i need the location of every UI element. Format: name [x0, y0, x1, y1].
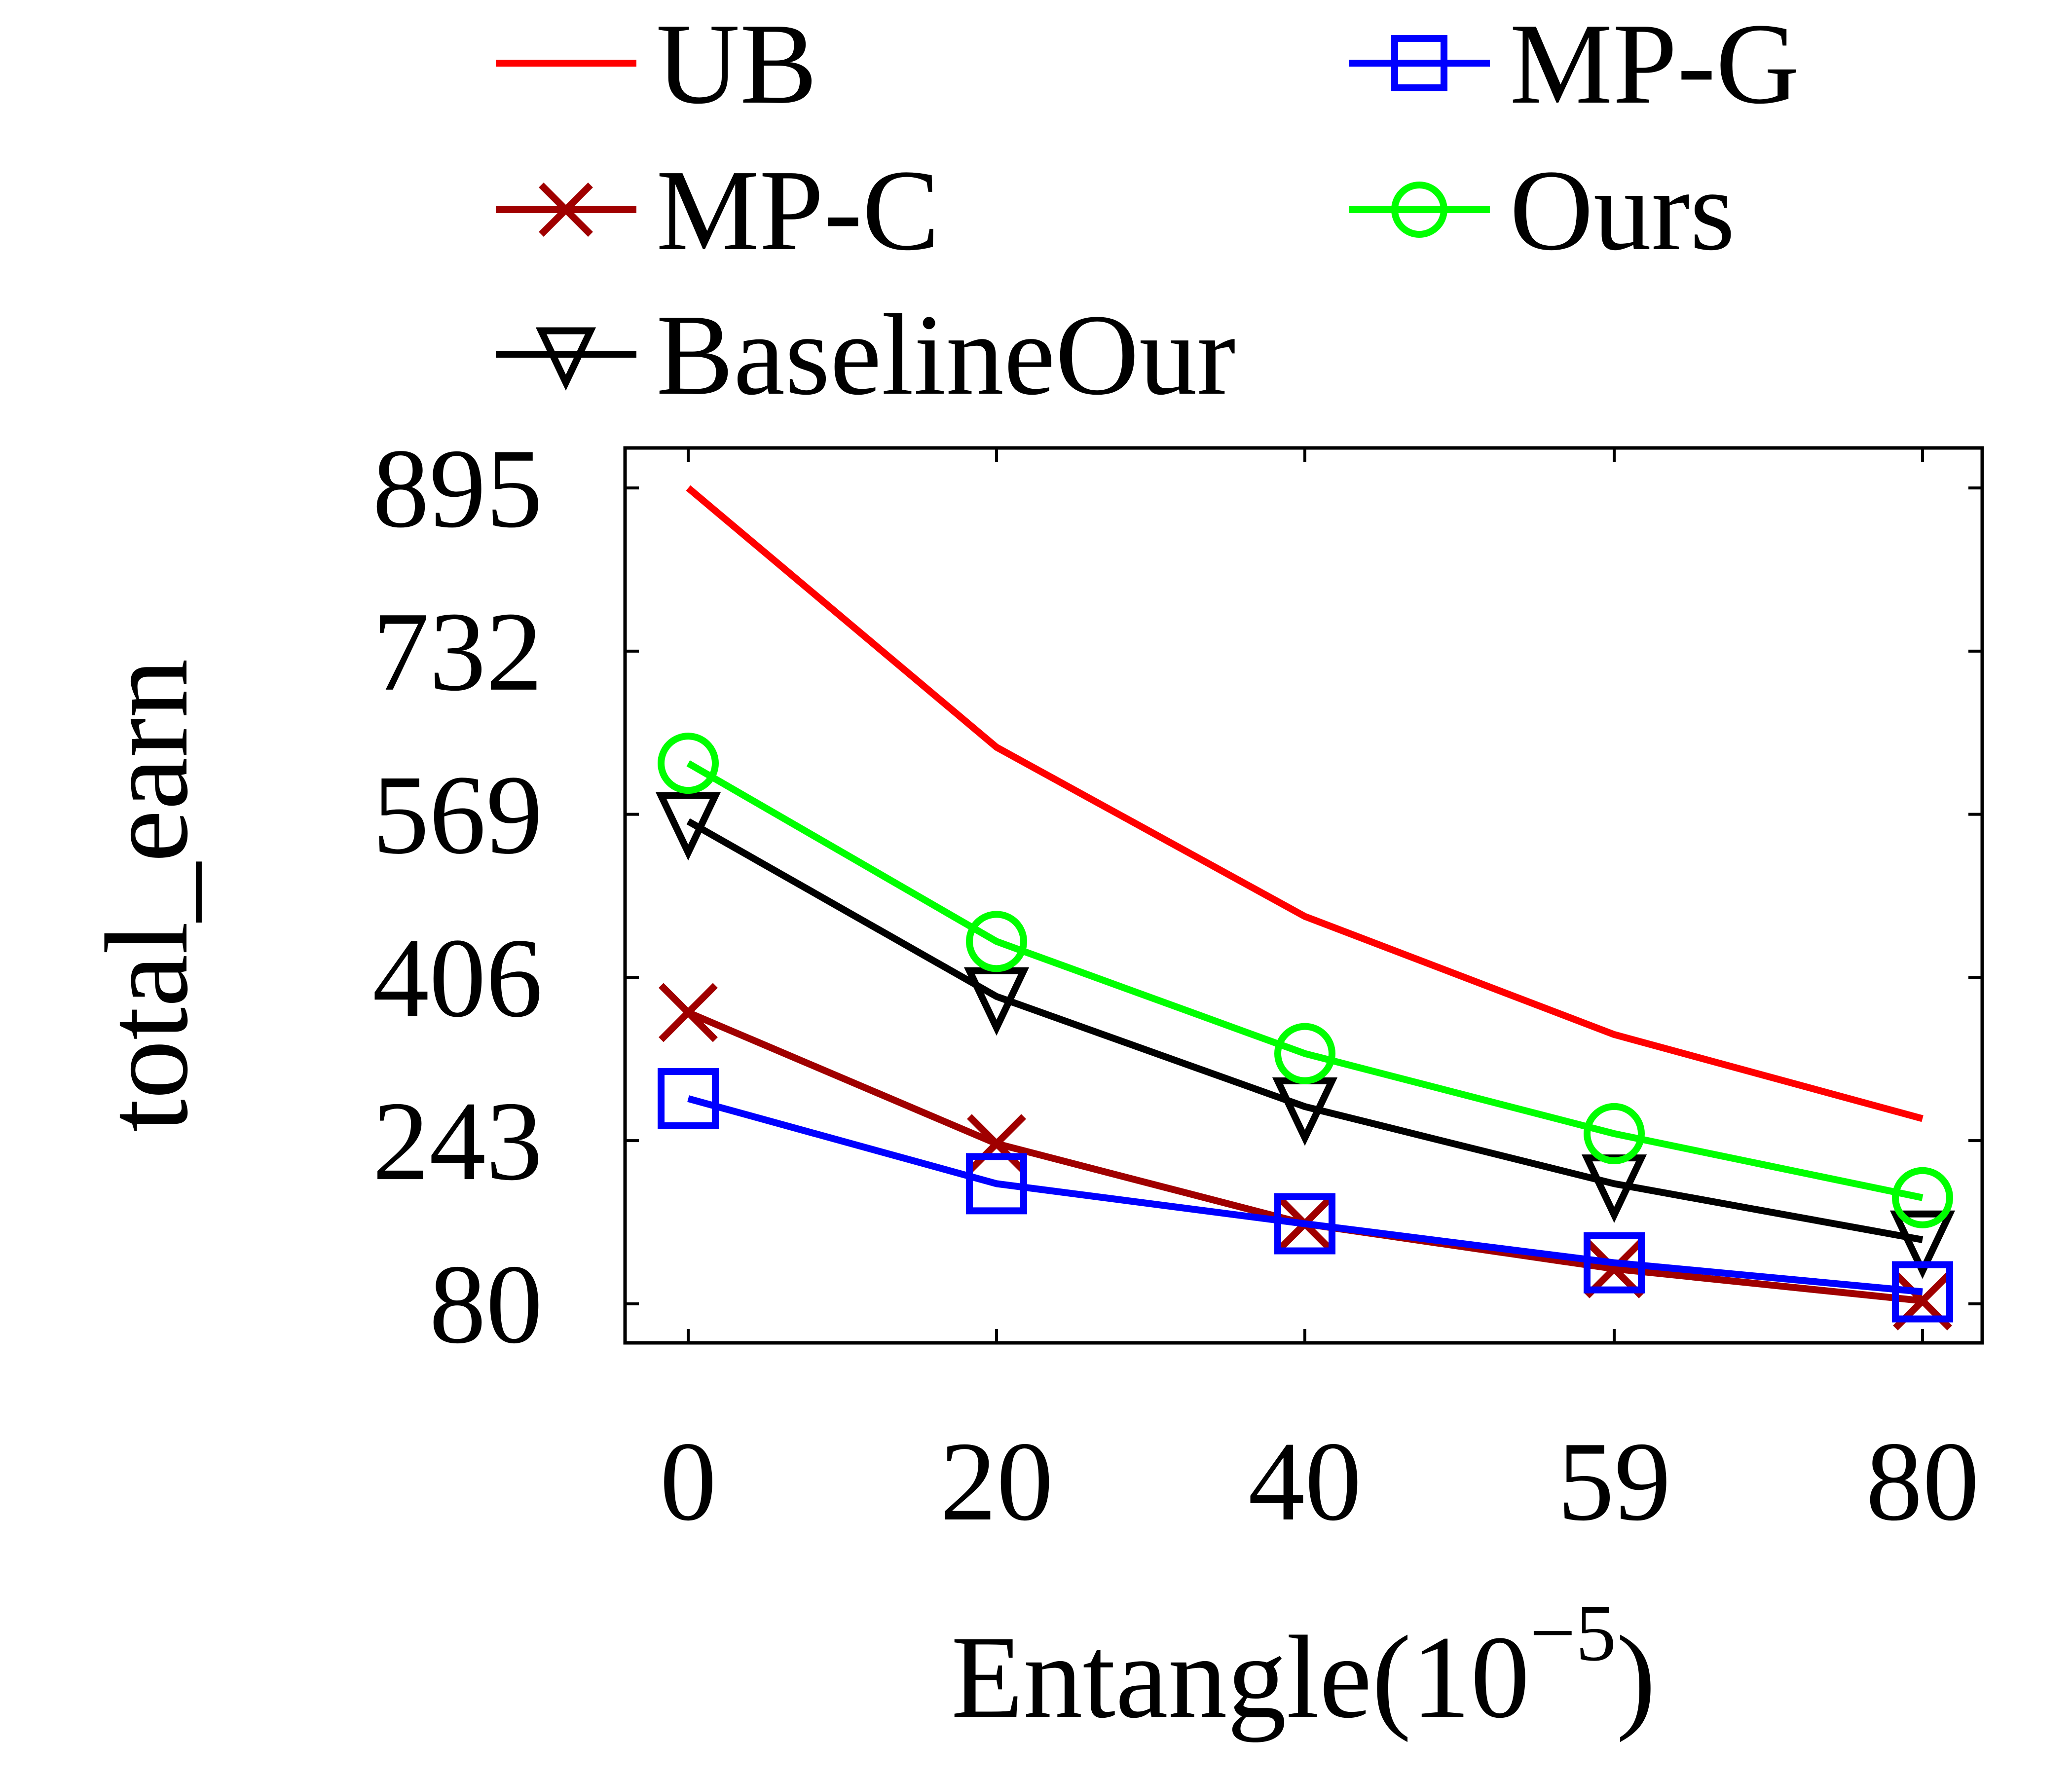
- point-baselineour-4: [1889, 1210, 1956, 1279]
- legend-label-ours: Ours: [1510, 146, 1735, 274]
- point-mp-c-0-b: [659, 983, 718, 1042]
- point-ours-4: [1892, 1167, 1953, 1228]
- plot-frame: [623, 446, 1984, 1345]
- point-ours-2: [1274, 1023, 1335, 1084]
- legend-item-mp-c: MP-C: [496, 146, 940, 274]
- y-tick-label-2: 406: [372, 915, 543, 1040]
- x-axis-title: Entangle(10−5): [951, 1588, 1656, 1742]
- x-axis-title-base: Entangle(10: [951, 1611, 1530, 1742]
- axis-ticks: [625, 448, 1982, 1343]
- legend-label-mp-g: MP-G: [1510, 0, 1800, 128]
- legend-item-mp-g: MP-G: [1349, 0, 1800, 128]
- point-mp-g-1: [966, 1153, 1027, 1215]
- x-axis-title-close: ): [1616, 1611, 1656, 1742]
- x-tick-label-0: 0: [660, 1418, 717, 1544]
- legend-label-ub: UB: [656, 0, 817, 128]
- legend: UB MP-G MP-C Ours BaselineOur: [496, 0, 1800, 419]
- x-tick-label-4: 80: [1866, 1418, 1979, 1544]
- point-mp-g-0: [658, 1068, 719, 1129]
- point-mp-c-1-b: [967, 1114, 1026, 1174]
- point-mp-g-4: [1892, 1261, 1953, 1323]
- point-mp-g-2: [1274, 1193, 1335, 1255]
- legend-label-mp-c: MP-C: [656, 146, 940, 274]
- legend-marker-baselineour: [535, 327, 596, 391]
- y-tick-labels: 80 243 406 569 732 895: [372, 425, 543, 1367]
- series-ub: [686, 485, 1924, 1122]
- point-ours-0: [658, 733, 719, 794]
- point-ours-1: [966, 911, 1027, 972]
- series-line-ub: [686, 485, 1924, 1122]
- y-tick-label-3: 569: [372, 752, 543, 878]
- legend-marker-mp-g: [1391, 35, 1447, 91]
- x-tick-labels: 0 20 40 59 80: [660, 1418, 1980, 1544]
- legend-marker-ours: [1391, 182, 1447, 238]
- y-tick-label-0: 80: [429, 1241, 543, 1367]
- y-tick-label-4: 732: [372, 589, 543, 714]
- series-mp-g: [658, 1068, 1953, 1323]
- series-line-ours: [686, 760, 1924, 1201]
- point-mp-g-3: [1584, 1232, 1645, 1294]
- point-ours-3: [1584, 1103, 1645, 1164]
- legend-label-baselineour: BaselineOur: [656, 291, 1236, 419]
- legend-item-ub: UB: [496, 0, 817, 128]
- x-tick-label-1: 20: [940, 1418, 1053, 1544]
- series-group: [655, 485, 1956, 1331]
- legend-item-ours: Ours: [1349, 146, 1735, 274]
- legend-marker-mp-c-b: [539, 183, 593, 237]
- series-ours: [658, 733, 1953, 1228]
- x-axis-title-exponent: −5: [1530, 1588, 1617, 1678]
- x-tick-label-3: 59: [1557, 1418, 1671, 1544]
- y-axis-title: total_earn: [81, 659, 212, 1132]
- x-tick-label-2: 40: [1248, 1418, 1362, 1544]
- point-baselineour-0: [655, 792, 721, 861]
- y-tick-label-1: 243: [372, 1078, 543, 1204]
- series-line-mp-g: [687, 1095, 1923, 1295]
- legend-item-baselineour: BaselineOur: [496, 291, 1236, 419]
- y-tick-label-5: 895: [372, 425, 543, 551]
- series-line-baselineour: [686, 818, 1924, 1243]
